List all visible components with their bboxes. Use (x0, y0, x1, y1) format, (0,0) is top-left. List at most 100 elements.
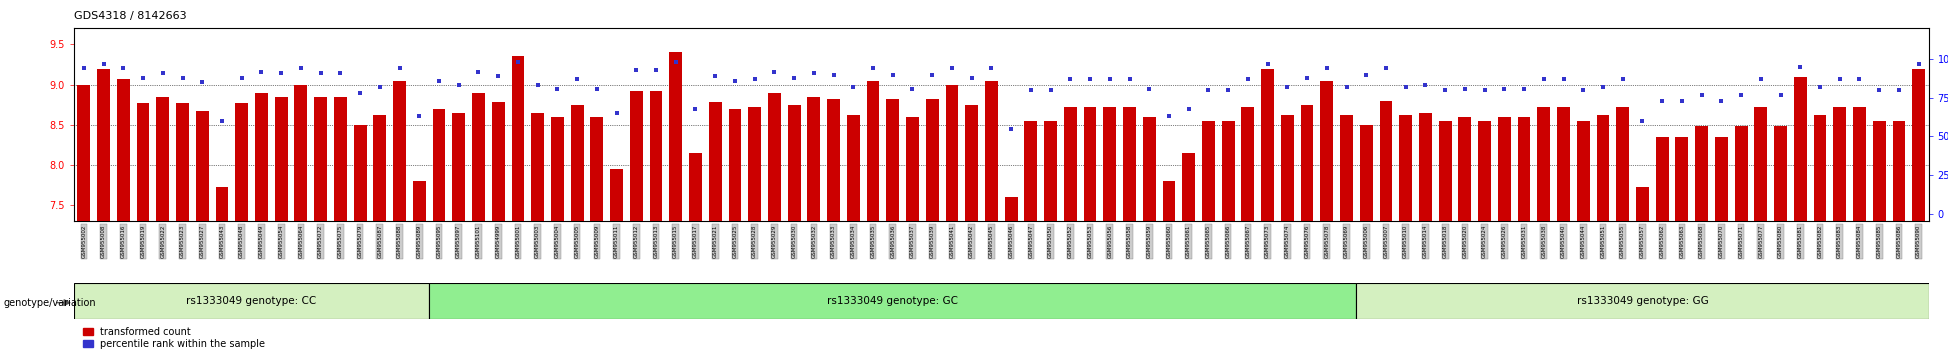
Point (1410, 82, 1442, 88)
Bar (512, 56, 524, 221)
Text: GSM955061: GSM955061 (1186, 224, 1190, 258)
Text: GSM955040: GSM955040 (1560, 224, 1566, 258)
Point (1687, 92, 1718, 97)
Point (1627, 118, 1658, 124)
Point (1212, 87, 1243, 93)
Bar (236, 103, 247, 221)
Point (738, 76, 769, 82)
Point (284, 65, 316, 71)
Point (779, 75, 810, 81)
Point (423, 78, 454, 84)
Point (1350, 72, 1381, 78)
Text: GSM955078: GSM955078 (1325, 224, 1329, 258)
Text: GSM955058: GSM955058 (1128, 224, 1132, 258)
Text: GSM955065: GSM955065 (1206, 224, 1212, 258)
Point (1330, 84, 1362, 90)
Point (442, 82, 473, 88)
Point (345, 90, 376, 96)
Text: GSM955086: GSM955086 (1897, 224, 1901, 258)
Point (760, 69, 791, 74)
Point (995, 126, 1027, 131)
Bar (74, 283, 429, 319)
Point (956, 75, 988, 81)
Text: GSM955068: GSM955068 (1699, 224, 1704, 258)
Bar (806, 97, 820, 221)
Text: GSM955067: GSM955067 (1245, 224, 1251, 258)
Bar (374, 115, 386, 221)
Text: GSM955053: GSM955053 (1087, 224, 1093, 258)
Text: GSM955064: GSM955064 (298, 224, 304, 258)
Point (937, 65, 968, 71)
Bar (429, 283, 1356, 319)
Bar (117, 79, 131, 221)
Bar (1479, 121, 1490, 221)
Point (206, 118, 238, 124)
Text: GSM955062: GSM955062 (1660, 224, 1666, 258)
Bar (1517, 117, 1531, 221)
Point (403, 114, 434, 119)
Bar (1814, 115, 1827, 221)
Point (1903, 61, 1934, 67)
Bar (255, 93, 269, 221)
Bar (1556, 107, 1570, 221)
Point (877, 72, 908, 78)
Text: GSM954999: GSM954999 (495, 224, 501, 258)
Bar (828, 99, 840, 221)
Bar (1656, 137, 1669, 221)
Text: GSM955030: GSM955030 (791, 224, 797, 258)
Text: GSM955045: GSM955045 (990, 224, 993, 258)
Text: GSM955088: GSM955088 (397, 224, 401, 258)
Point (1449, 86, 1480, 91)
Point (918, 72, 949, 78)
Text: GSM955019: GSM955019 (140, 224, 146, 258)
Text: GSM955077: GSM955077 (1759, 224, 1763, 258)
Point (561, 76, 592, 82)
Text: GSM955090: GSM955090 (1917, 224, 1921, 258)
Bar (847, 115, 859, 221)
Text: GSM955036: GSM955036 (890, 224, 896, 258)
Point (581, 86, 612, 91)
Point (896, 86, 927, 91)
Text: GSM955074: GSM955074 (1286, 224, 1290, 258)
Bar (1418, 113, 1432, 221)
Text: GSM955007: GSM955007 (1383, 224, 1389, 258)
Text: GSM955075: GSM955075 (337, 224, 343, 258)
Point (1192, 87, 1223, 93)
Bar (1617, 107, 1629, 221)
Point (1508, 86, 1539, 91)
Point (1369, 65, 1401, 71)
Bar (1755, 107, 1767, 221)
Point (1488, 86, 1519, 91)
Text: GSM955017: GSM955017 (693, 224, 697, 258)
Bar (571, 105, 584, 221)
Text: GSM955057: GSM955057 (1640, 224, 1644, 258)
Point (226, 75, 257, 81)
Text: GSM955048: GSM955048 (240, 224, 244, 258)
Point (127, 75, 158, 81)
Point (1391, 84, 1422, 90)
Bar (670, 52, 682, 221)
Point (1706, 98, 1738, 104)
Text: GSM955009: GSM955009 (594, 224, 600, 258)
Bar (1714, 137, 1728, 221)
Bar (532, 113, 543, 221)
Text: GSM955011: GSM955011 (614, 224, 619, 258)
Text: GSM955038: GSM955038 (1541, 224, 1547, 258)
Text: GSM955095: GSM955095 (436, 224, 442, 258)
Bar (1064, 107, 1077, 221)
Point (1784, 64, 1816, 70)
Text: GSM955060: GSM955060 (1167, 224, 1171, 258)
Text: GSM955027: GSM955027 (201, 224, 205, 258)
Point (364, 84, 395, 90)
Bar (1025, 121, 1036, 221)
Bar (314, 97, 327, 221)
Bar (1440, 121, 1451, 221)
Bar (78, 85, 90, 221)
Text: GSM955016: GSM955016 (121, 224, 127, 258)
Text: GSM955031: GSM955031 (1521, 224, 1527, 258)
Text: GSM955025: GSM955025 (732, 224, 738, 258)
Text: GSM955081: GSM955081 (1798, 224, 1802, 258)
Text: GSM955066: GSM955066 (1225, 224, 1231, 258)
Point (1430, 87, 1461, 93)
Bar (748, 107, 762, 221)
